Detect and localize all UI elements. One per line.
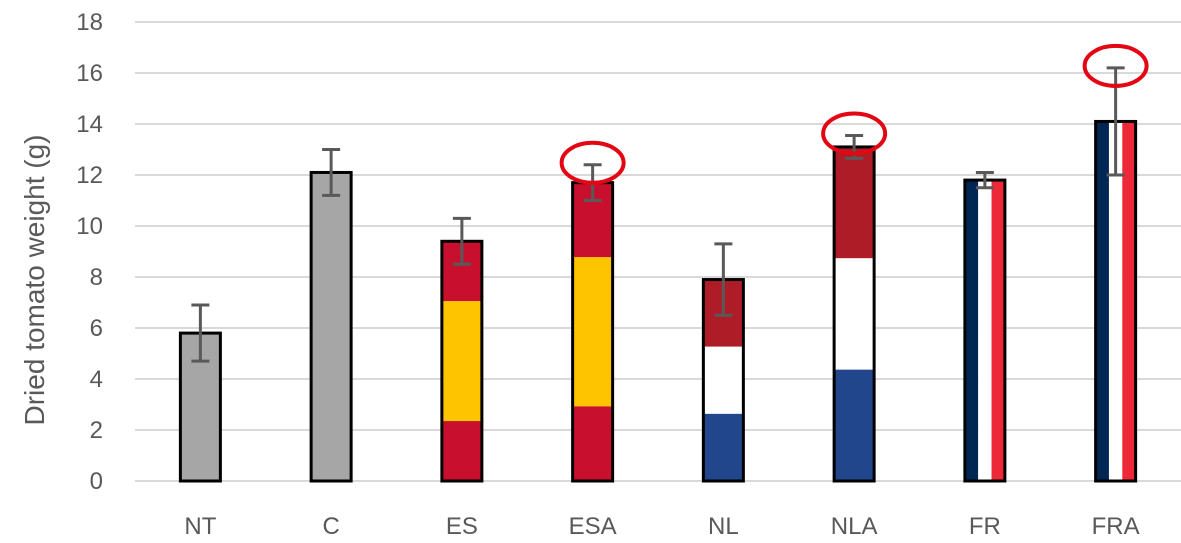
stripe-red — [1122, 121, 1136, 481]
x-tick-label: NLA — [831, 513, 878, 540]
highlight-circles — [559, 43, 1149, 185]
y-axis-label: Dried tomato weight (g) — [19, 134, 50, 425]
gridlines — [135, 21, 1181, 482]
error-bar-nl — [714, 242, 733, 317]
stripe-blue — [703, 413, 744, 481]
stripe-white — [978, 180, 992, 481]
x-tick-label: FR — [969, 513, 1001, 540]
stripe-red — [991, 180, 1005, 481]
highlight-circle-nla — [821, 111, 888, 156]
y-tick-label: 16 — [76, 60, 103, 87]
highlight-circle-esa — [559, 140, 626, 185]
x-tick-label: NT — [184, 513, 216, 540]
y-tick-label: 12 — [76, 162, 103, 189]
bar-es — [440, 239, 484, 483]
stripe-red — [834, 146, 875, 259]
y-tick-label: 10 — [76, 213, 103, 240]
y-tick-label: 14 — [76, 111, 103, 138]
error-bars — [191, 66, 1125, 363]
x-tick-label: FRA — [1092, 513, 1140, 540]
error-bar-nt — [191, 303, 210, 363]
y-tick-label: 8 — [90, 264, 103, 291]
stripe-yellow — [572, 257, 613, 407]
error-bar-c — [322, 148, 341, 197]
bar-nla — [832, 145, 876, 483]
y-tick-label: 2 — [90, 417, 103, 444]
y-tick-label: 18 — [76, 9, 103, 36]
y-tick-label: 6 — [90, 315, 103, 342]
highlight-circle-fra — [1082, 43, 1149, 88]
x-tick-label: ESA — [569, 513, 617, 540]
y-tick-label: 0 — [90, 468, 103, 495]
stripe-white — [703, 346, 744, 414]
y-tick-label: 4 — [90, 366, 103, 393]
x-axis-ticks: NT C ES ESA NL NLA FR FRA — [184, 513, 1139, 540]
x-tick-label: NL — [708, 513, 739, 540]
stripe-blue — [834, 369, 875, 481]
x-tick-label: C — [322, 513, 339, 540]
stripe-red-bottom — [441, 421, 482, 481]
bar-fr — [963, 178, 1007, 483]
stripe-white — [834, 258, 875, 370]
stripe-white — [1108, 121, 1123, 481]
bar-fill — [311, 172, 352, 481]
error-bar-fr — [975, 170, 994, 190]
bar-esa — [571, 181, 615, 483]
stripe-yellow — [441, 301, 482, 422]
stripe-blue — [964, 180, 979, 481]
stripe-blue — [1095, 121, 1109, 481]
stripe-red-bottom — [572, 406, 613, 481]
y-axis-ticks: 0 2 4 6 8 10 12 14 16 18 — [76, 9, 103, 495]
bar-c — [309, 170, 353, 483]
x-tick-label: ES — [446, 513, 478, 540]
error-bar-es — [452, 216, 471, 266]
